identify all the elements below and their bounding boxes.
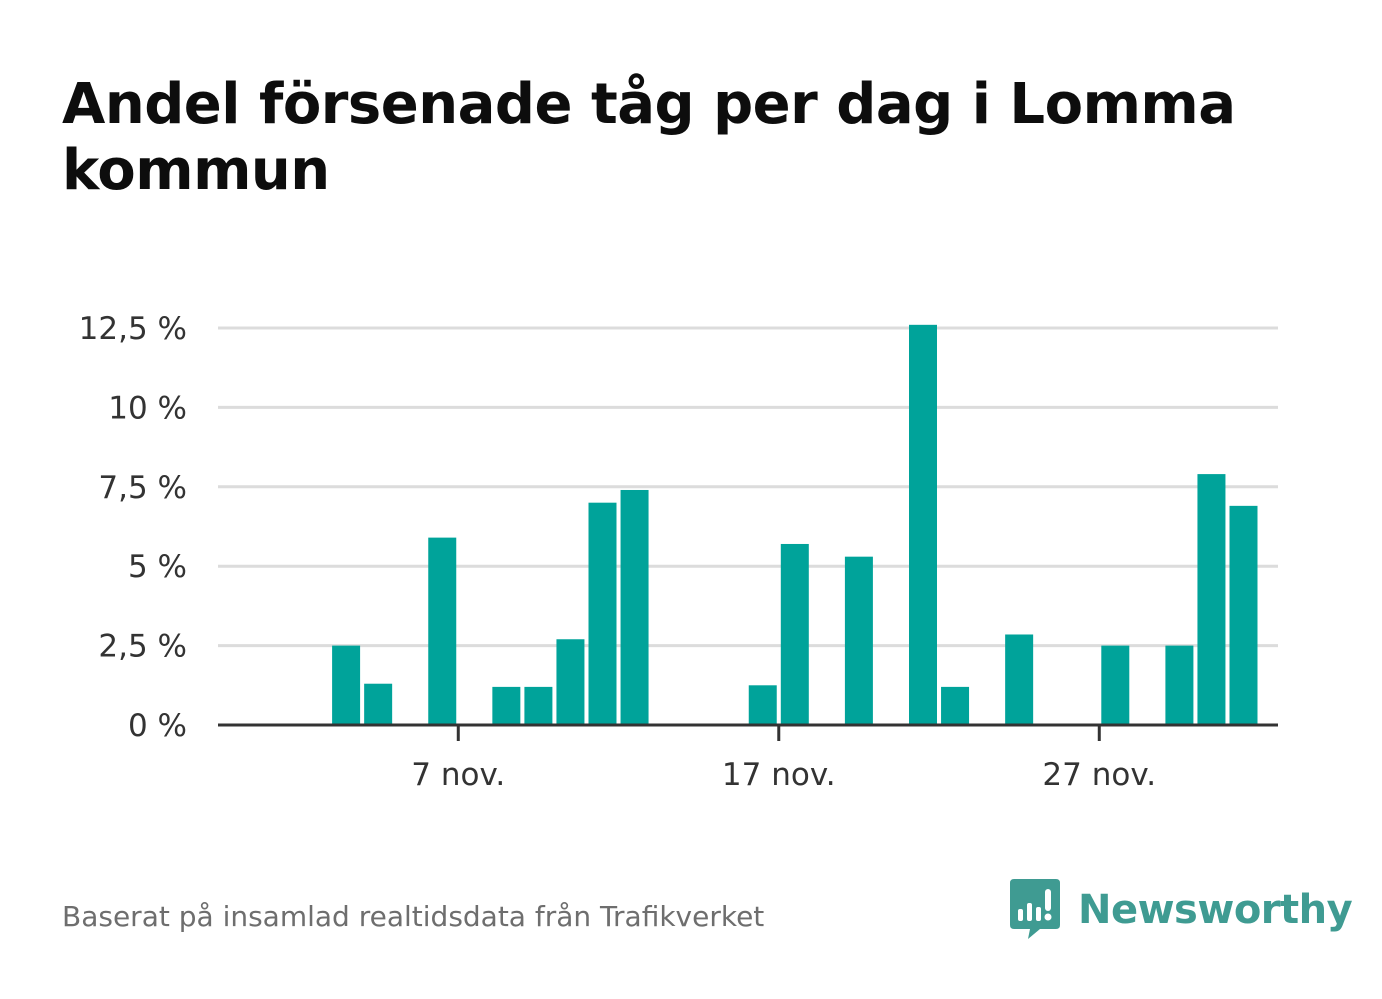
brand[interactable]: Newsworthy [1010,878,1353,942]
bar [748,685,777,725]
bar [556,639,585,725]
y-tick-label: 2,5 % [98,629,187,665]
bar [1229,505,1258,725]
bar [1165,645,1194,725]
gridlines [218,326,1278,648]
bar [1005,634,1034,725]
brand-name: Newsworthy [1078,887,1353,933]
x-tick-label: 7 nov. [411,757,505,793]
bar [524,686,553,725]
bar [428,537,457,725]
bar [364,683,393,725]
chart-title: Andel försenade tåg per dag i Lomma komm… [62,72,1236,203]
bar [909,324,937,725]
bar [1197,474,1226,725]
x-tick-label: 17 nov. [722,757,836,793]
x-tick-label: 27 nov. [1042,757,1156,793]
bar [588,502,617,725]
bar [492,686,521,725]
bar [1101,645,1130,725]
bar [332,645,361,725]
y-tick-label: 12,5 % [79,311,187,347]
y-tick-label: 5 % [128,549,187,585]
y-tick-label: 7,5 % [98,470,187,506]
y-tick-label: 10 % [108,390,187,426]
y-axis-labels: 0 % 2,5 % 5 % 7,5 % 10 % 12,5 % [79,311,187,744]
bar [844,556,873,725]
newsworthy-logo-icon [1010,879,1060,939]
y-tick-label: 0 % [128,708,187,744]
bars [332,324,1258,725]
bar [941,686,970,725]
source-note: Baserat på insamlad realtidsdata från Tr… [62,900,765,933]
bar [620,489,649,725]
bar [780,543,809,725]
x-axis-labels: 7 nov. 17 nov. 27 nov. [411,725,1156,793]
